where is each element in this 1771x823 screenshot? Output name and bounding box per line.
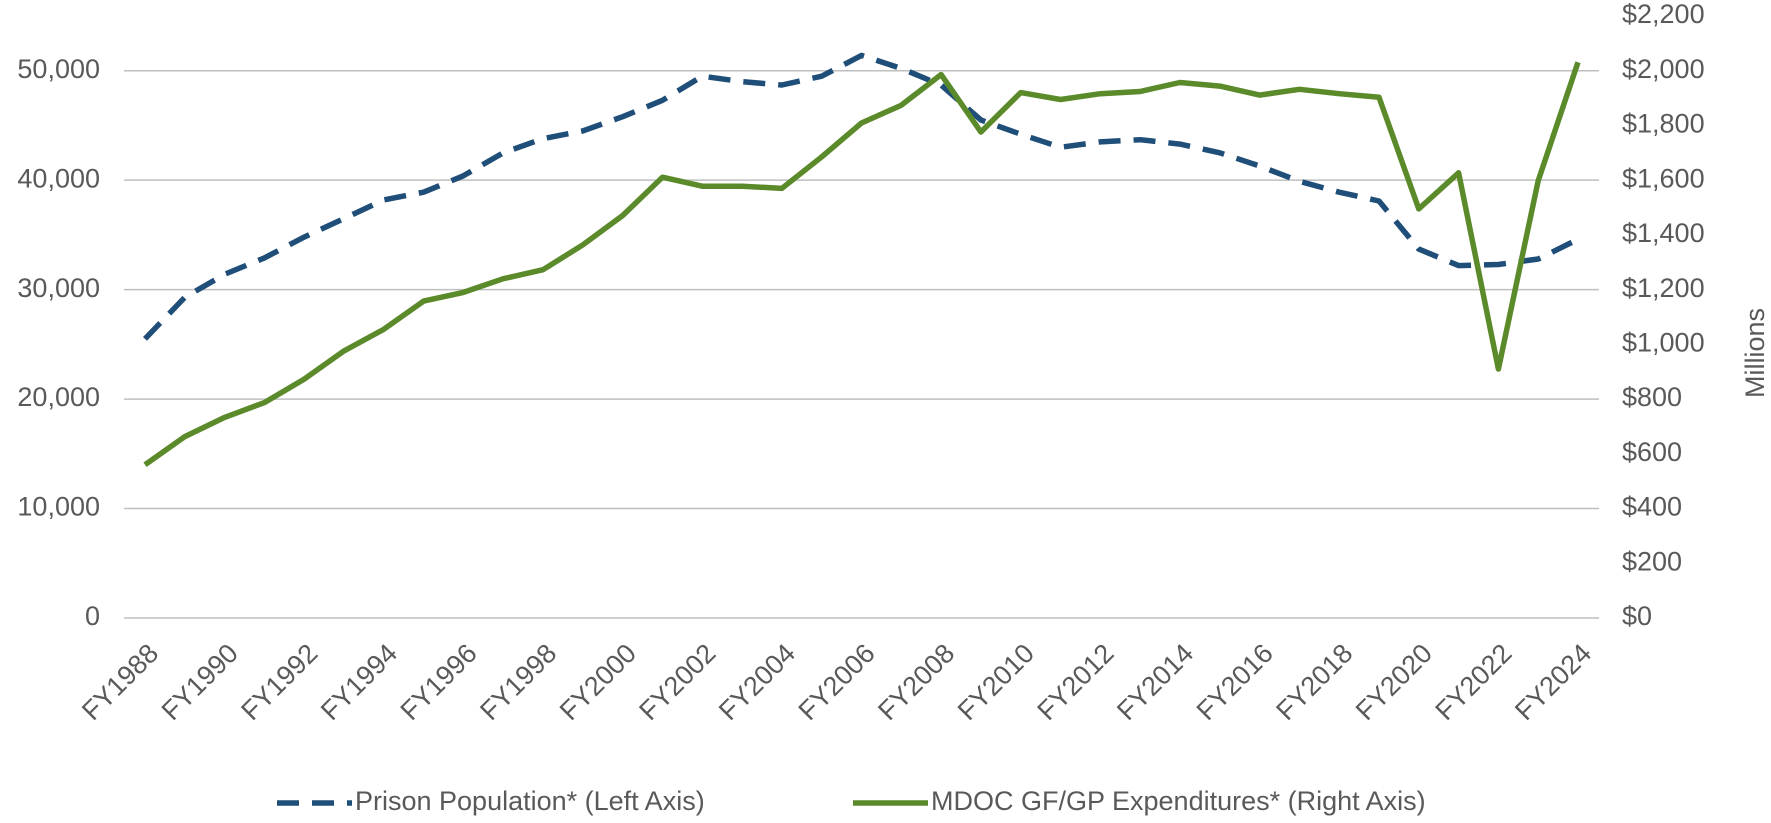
y-tick-label: 10,000 (17, 492, 100, 522)
y2-tick-label: $1,200 (1622, 273, 1705, 303)
x-tick-label: FY2018 (1270, 638, 1358, 726)
y-tick-label: 30,000 (17, 273, 100, 303)
y2-tick-label: $1,000 (1622, 327, 1705, 357)
y2-tick-label: $0 (1622, 601, 1652, 631)
y2-axis-label: Millions (1740, 308, 1770, 398)
y2-tick-label: $600 (1622, 437, 1682, 467)
x-tick-label: FY2020 (1350, 638, 1438, 726)
y2-tick-label: $2,200 (1622, 0, 1705, 29)
x-tick-label: FY2022 (1430, 638, 1518, 726)
x-tick-label: FY2008 (872, 638, 960, 726)
y-tick-label: 50,000 (17, 54, 100, 84)
x-tick-label: FY2016 (1191, 638, 1279, 726)
legend-label: Prison Population* (Left Axis) (355, 786, 705, 816)
x-tick-label: FY2006 (793, 638, 881, 726)
x-tick-label: FY1998 (474, 638, 562, 726)
y2-tick-label: $1,800 (1622, 109, 1705, 139)
legend-label: MDOC GF/GP Expenditures* (Right Axis) (931, 786, 1426, 816)
y2-tick-label: $2,000 (1622, 54, 1705, 84)
series-line (143, 61, 1581, 468)
y2-tick-label: $1,400 (1622, 218, 1705, 248)
x-tick-label: FY2004 (713, 638, 801, 726)
y2-tick-label: $1,600 (1622, 163, 1705, 193)
x-tick-label: FY2002 (633, 638, 721, 726)
y2-tick-label: $800 (1622, 382, 1682, 412)
x-tick-label: FY2014 (1111, 638, 1199, 726)
x-tick-label: FY2012 (1032, 638, 1120, 726)
y2-tick-label: $200 (1622, 546, 1682, 576)
x-tick-label: FY1994 (315, 638, 403, 726)
y-tick-label: 40,000 (17, 163, 100, 193)
series-line (143, 52, 1580, 341)
y-tick-label: 20,000 (17, 382, 100, 412)
x-tick-label: FY2000 (554, 638, 642, 726)
x-tick-label: FY1992 (235, 638, 323, 726)
y2-tick-label: $400 (1622, 492, 1682, 522)
x-tick-label: FY2024 (1509, 638, 1597, 726)
x-tick-label: FY1988 (76, 638, 164, 726)
x-tick-label: FY1996 (395, 638, 483, 726)
y-tick-label: 0 (85, 601, 100, 631)
x-tick-label: FY1990 (156, 638, 244, 726)
x-tick-label: FY2010 (952, 638, 1040, 726)
